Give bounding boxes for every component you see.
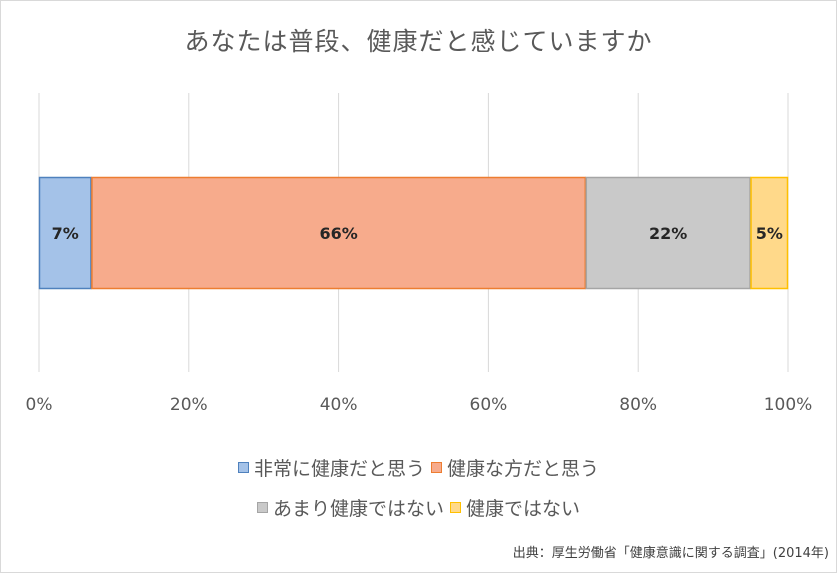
legend-label-very-healthy: 非常に健康だと思う	[253, 458, 425, 480]
bar-segment-3	[750, 176, 789, 290]
x-tick-label-4: 80%	[619, 395, 657, 415]
legend-label-not-very-healthy: あまり健康ではない	[272, 498, 444, 520]
chart-title: あなたは普段、健康だと感じていますか	[184, 27, 653, 56]
bar-segment-2	[585, 176, 751, 290]
data-label-3: 5%	[756, 224, 783, 243]
legend-item-not-very-healthy: あまり健康ではない	[256, 494, 444, 521]
x-tick-label-2: 40%	[320, 395, 358, 415]
legend-swatch-very-healthy	[237, 462, 249, 473]
x-tick-label-1: 20%	[170, 395, 208, 415]
legend-row-2: あまり健康ではない 健康ではない	[0, 494, 837, 521]
bar-segment-1	[91, 176, 587, 290]
data-label-1: 66%	[319, 224, 357, 243]
legend-item-not-healthy: 健康ではない	[450, 494, 580, 521]
source-note: 出典：厚生労働省「健康意識に関する調査」(2014年)	[512, 546, 829, 561]
legend-swatch-fairly-healthy	[431, 462, 442, 473]
x-tick-label-3: 60%	[470, 395, 508, 415]
data-label-0: 7%	[52, 224, 79, 243]
legend-swatch-not-very-healthy	[256, 502, 268, 513]
x-tick-label-0: 0%	[26, 395, 53, 415]
bar-segment-0	[38, 176, 92, 290]
legend-label-fairly-healthy: 健康な方だと思う	[447, 458, 600, 480]
x-tick-label-5: 100%	[764, 395, 813, 415]
legend-row-1: 非常に健康だと思う 健康な方だと思う	[0, 454, 837, 481]
legend-item-very-healthy: 非常に健康だと思う	[237, 454, 425, 481]
legend-label-not-healthy: 健康ではない	[466, 498, 581, 520]
legend-item-fairly-healthy: 健康な方だと思う	[431, 454, 599, 481]
data-label-2: 22%	[649, 224, 687, 243]
legend-swatch-not-healthy	[450, 502, 461, 513]
